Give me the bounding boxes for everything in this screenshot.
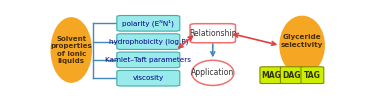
FancyBboxPatch shape — [190, 24, 235, 43]
FancyBboxPatch shape — [117, 34, 180, 49]
FancyBboxPatch shape — [117, 70, 180, 86]
Ellipse shape — [51, 18, 91, 82]
FancyBboxPatch shape — [117, 16, 180, 31]
Text: MAG: MAG — [262, 71, 281, 80]
Text: Solvent
properties
of Ionic
liquids: Solvent properties of Ionic liquids — [50, 36, 92, 64]
FancyBboxPatch shape — [301, 67, 324, 84]
Text: DAG: DAG — [283, 71, 301, 80]
Text: Application: Application — [191, 68, 234, 77]
Ellipse shape — [280, 16, 324, 74]
Text: Relationship: Relationship — [189, 29, 237, 38]
Text: Glyceride
selectivity: Glyceride selectivity — [281, 34, 323, 48]
FancyBboxPatch shape — [280, 67, 303, 84]
Text: polarity (EᴺN¹): polarity (EᴺN¹) — [122, 20, 174, 27]
FancyBboxPatch shape — [117, 52, 180, 68]
Text: viscosity: viscosity — [133, 75, 164, 81]
Text: TAG: TAG — [304, 71, 321, 80]
Ellipse shape — [192, 60, 234, 85]
Text: hydrophobicity (log P): hydrophobicity (log P) — [108, 38, 188, 45]
FancyBboxPatch shape — [260, 67, 283, 84]
Text: Kamlet–Taft parameters: Kamlet–Taft parameters — [105, 57, 191, 63]
